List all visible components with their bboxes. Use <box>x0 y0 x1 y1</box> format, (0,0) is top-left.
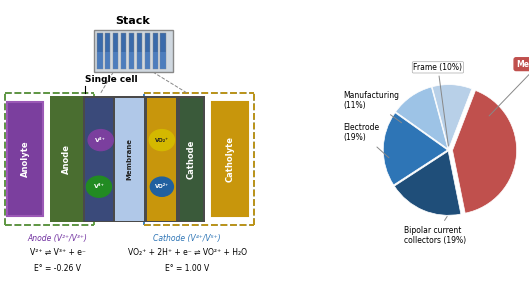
Circle shape <box>86 176 112 197</box>
Bar <box>97 33 103 69</box>
Bar <box>94 30 172 72</box>
Bar <box>113 52 118 69</box>
Circle shape <box>88 130 113 151</box>
Bar <box>136 52 142 69</box>
Bar <box>105 33 111 69</box>
Text: VO₂⁺: VO₂⁺ <box>155 138 169 142</box>
Wedge shape <box>396 87 448 149</box>
Circle shape <box>149 130 175 151</box>
Text: Frame (10%): Frame (10%) <box>414 63 462 146</box>
Circle shape <box>150 177 174 196</box>
Text: Cathode: Cathode <box>187 139 196 179</box>
Bar <box>85 98 113 220</box>
Text: Bipolar current
collectors (19%): Bipolar current collectors (19%) <box>404 216 466 245</box>
Bar <box>152 52 158 69</box>
Bar <box>97 52 103 69</box>
Text: Membrane: Membrane <box>489 60 529 116</box>
Text: V³⁺: V³⁺ <box>94 184 104 189</box>
Bar <box>148 98 176 220</box>
Text: Anode (V²⁺/V³⁺): Anode (V²⁺/V³⁺) <box>28 234 87 243</box>
Bar <box>180 98 203 220</box>
Bar <box>115 98 144 220</box>
Text: Anode: Anode <box>62 144 71 174</box>
Text: VO₂⁺ + 2H⁺ + e⁻ ⇌ VO²⁺ + H₂O: VO₂⁺ + 2H⁺ + e⁻ ⇌ VO²⁺ + H₂O <box>127 248 247 256</box>
Wedge shape <box>384 113 448 185</box>
Bar <box>7 102 43 216</box>
Bar <box>160 33 166 69</box>
Text: Manufacturing
(11%): Manufacturing (11%) <box>343 91 402 123</box>
Bar <box>50 96 83 222</box>
Bar <box>129 52 134 69</box>
Text: Electrode
(19%): Electrode (19%) <box>343 123 389 158</box>
Text: Catholyte: Catholyte <box>226 136 235 182</box>
Bar <box>121 33 126 69</box>
Text: V²⁺: V²⁺ <box>95 138 106 142</box>
Bar <box>152 33 158 69</box>
Wedge shape <box>395 151 461 215</box>
Text: Anolyte: Anolyte <box>21 141 30 177</box>
Text: Single cell: Single cell <box>85 75 137 84</box>
Text: Membrane: Membrane <box>126 138 132 180</box>
Bar <box>83 96 205 222</box>
Bar <box>113 33 118 69</box>
Wedge shape <box>432 85 472 149</box>
Bar <box>129 33 134 69</box>
Text: Stack: Stack <box>116 16 150 26</box>
Text: E° = 1.00 V: E° = 1.00 V <box>165 264 209 273</box>
Wedge shape <box>452 91 517 213</box>
Bar <box>212 102 248 216</box>
Bar <box>144 33 150 69</box>
Bar <box>121 52 126 69</box>
Bar <box>105 52 111 69</box>
Text: Cathode (V⁴⁺/V⁵⁺): Cathode (V⁴⁺/V⁵⁺) <box>153 234 221 243</box>
Bar <box>160 52 166 69</box>
Text: V²⁺ ⇌ V³⁺ + e⁻: V²⁺ ⇌ V³⁺ + e⁻ <box>30 248 86 256</box>
Text: E° = -0.26 V: E° = -0.26 V <box>34 264 81 273</box>
Bar <box>144 52 150 69</box>
Bar <box>136 33 142 69</box>
Text: VO²⁺: VO²⁺ <box>155 184 169 189</box>
